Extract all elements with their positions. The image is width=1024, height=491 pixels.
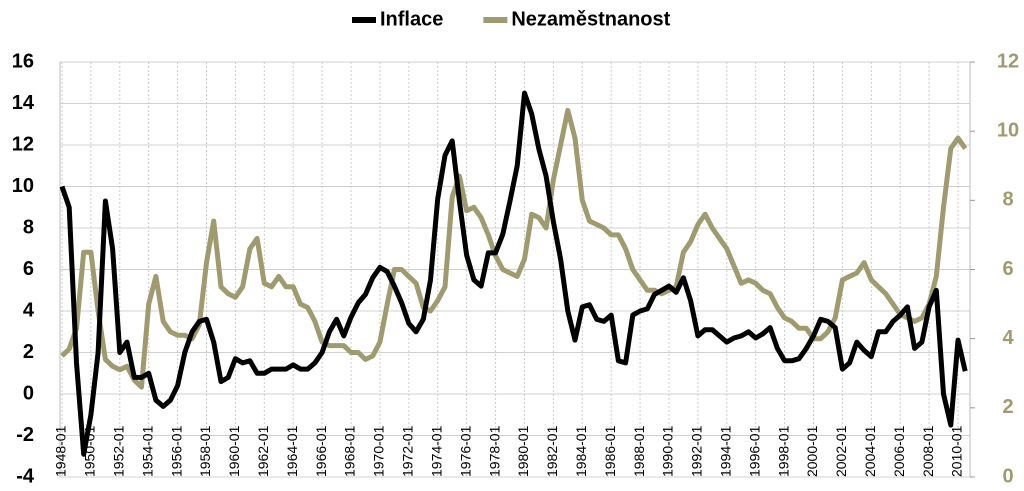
y-tick-label: 14 [12, 92, 35, 114]
y-tick-label: 8 [23, 216, 34, 238]
x-tick-label: 1948-01 [53, 425, 69, 477]
x-tick-label: 1966-01 [313, 425, 329, 477]
y2-tick-label: 2 [1002, 396, 1013, 418]
x-tick-label: 1984-01 [573, 425, 589, 477]
y-tick-label: 10 [12, 175, 34, 197]
legend-label: Inflace [380, 8, 443, 30]
x-tick-label: 1998-01 [775, 425, 791, 477]
x-tick-label: 1982-01 [544, 425, 560, 477]
x-tick-label: 1968-01 [342, 425, 358, 477]
y-tick-label: 2 [23, 341, 34, 363]
x-tick-label: 1994-01 [717, 425, 733, 477]
y2-tick-label: 6 [1002, 258, 1013, 280]
x-tick-label: 1952-01 [111, 425, 127, 477]
y-tick-label: 16 [12, 50, 34, 72]
x-tick-label: 2000-01 [804, 425, 820, 477]
line [60, 107, 968, 390]
x-tick-label: 1970-01 [371, 425, 387, 477]
y2-tick-label: 4 [1002, 327, 1014, 349]
x-tick-label: 2010-01 [949, 425, 965, 477]
legend-label: Nezaměstnanost [511, 8, 670, 30]
x-tick-label: 2008-01 [920, 425, 936, 477]
x-tick-label: 1996-01 [746, 425, 762, 477]
x-tick-label: 1960-01 [226, 425, 242, 477]
x-tick-label: 1990-01 [660, 425, 676, 477]
x-tick-label: 1956-01 [168, 425, 184, 477]
x-tick-label: 1992-01 [689, 425, 705, 477]
y2-tick-label: 8 [1002, 189, 1013, 211]
x-tick-label: 2004-01 [862, 425, 878, 477]
x-tick-label: 1972-01 [400, 425, 416, 477]
y2-tick-label: 12 [997, 50, 1019, 72]
y-tick-label: 12 [12, 133, 34, 155]
y-tick-label: -2 [16, 424, 34, 446]
x-tick-label: 1988-01 [631, 425, 647, 477]
y2-tick-label: 0 [1002, 465, 1013, 487]
y-tick-label: 0 [23, 382, 34, 404]
x-tick-label: 2002-01 [833, 425, 849, 477]
y-tick-label: 6 [23, 258, 34, 280]
x-tick-label: 1986-01 [602, 425, 618, 477]
x-tick-label: 2006-01 [891, 425, 907, 477]
x-tick-label: 1974-01 [428, 425, 444, 477]
y2-tick-label: 10 [997, 119, 1019, 141]
x-tick-label: 1958-01 [197, 425, 213, 477]
y-tick-label: -4 [16, 465, 35, 487]
x-tick-label: 1962-01 [255, 425, 271, 477]
y-tick-label: 4 [23, 299, 35, 321]
x-tick-label: 1964-01 [284, 425, 300, 477]
x-tick-label: 1954-01 [139, 425, 155, 477]
x-tick-label: 1980-01 [515, 425, 531, 477]
line [59, 90, 968, 457]
x-tick-label: 1978-01 [486, 425, 502, 477]
x-tick-label: 1976-01 [457, 425, 473, 477]
